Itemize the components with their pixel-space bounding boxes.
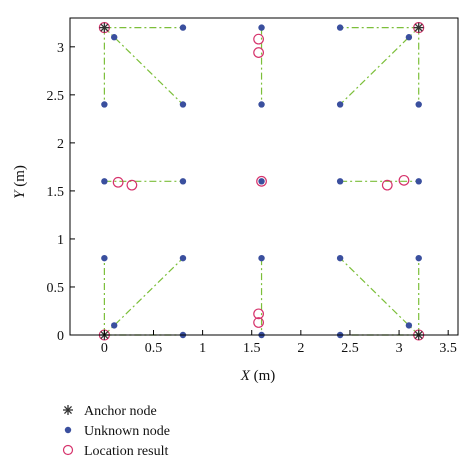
y-tick-label: 2.5 bbox=[47, 89, 65, 104]
legend-dot-icon bbox=[64, 426, 72, 434]
unknown-node bbox=[336, 254, 344, 262]
unknown-node bbox=[336, 24, 344, 31]
unknown-node bbox=[415, 101, 422, 108]
legend-item-result: Location result bbox=[62, 444, 168, 459]
link-line bbox=[339, 27, 420, 105]
location-result bbox=[253, 317, 264, 328]
unknown-node bbox=[415, 178, 422, 185]
unknown-node bbox=[101, 254, 108, 262]
unknown-node bbox=[415, 254, 422, 262]
unknown-node bbox=[111, 34, 118, 41]
y-tick-label: 3 bbox=[57, 41, 64, 56]
legend-asterisk-icon bbox=[63, 405, 73, 415]
asterisk-glyph bbox=[63, 405, 73, 415]
location-result bbox=[253, 308, 264, 320]
plot-frame bbox=[69, 17, 459, 336]
y-tick-label: 1.5 bbox=[47, 185, 65, 200]
link-line bbox=[103, 257, 184, 336]
anchor-node bbox=[99, 22, 110, 33]
legend-label-anchor: Anchor node bbox=[84, 404, 157, 419]
unknown-node bbox=[101, 101, 108, 108]
unknown-node bbox=[405, 322, 413, 329]
unknown-node bbox=[179, 24, 187, 31]
x-tick-label: 0.5 bbox=[145, 341, 163, 356]
location-result bbox=[253, 47, 264, 58]
x-tick-label: 2.5 bbox=[341, 341, 359, 356]
asterisk-stroke bbox=[64, 406, 72, 414]
unknown-node bbox=[405, 34, 413, 41]
unknown-node bbox=[111, 322, 118, 329]
legend-item-anchor: Anchor node bbox=[63, 404, 157, 419]
unknown-node bbox=[258, 24, 265, 31]
link-line bbox=[103, 27, 184, 105]
x-tick-label: 2 bbox=[297, 341, 304, 356]
legend-label-unknown: Unknown node bbox=[84, 424, 170, 439]
x-axis-label: X (m) bbox=[240, 368, 276, 384]
x-tick-label: 1.5 bbox=[243, 341, 261, 356]
unknown-node bbox=[336, 178, 344, 185]
legend: Anchor node Unknown node Location result bbox=[62, 404, 170, 459]
y-tick-label: 2 bbox=[57, 137, 64, 152]
legend-circle-icon bbox=[62, 444, 74, 456]
unknown-node bbox=[258, 101, 265, 108]
y-axis-label: Y (m) bbox=[12, 165, 28, 199]
unknown-node bbox=[179, 101, 187, 108]
location-result bbox=[126, 179, 138, 191]
location-result bbox=[253, 33, 264, 45]
y-tick-label: 0 bbox=[57, 329, 64, 344]
location-result bbox=[256, 175, 267, 187]
data-points bbox=[98, 22, 425, 341]
unknown-node bbox=[101, 178, 108, 185]
x-tick-label: 3.5 bbox=[439, 341, 457, 356]
legend-item-unknown: Unknown node bbox=[64, 424, 170, 439]
location-result bbox=[381, 179, 393, 191]
x-tick-label: 0 bbox=[101, 341, 108, 356]
unknown-node bbox=[258, 254, 265, 262]
location-result bbox=[112, 176, 124, 188]
link-line bbox=[339, 257, 420, 336]
legend-label-result: Location result bbox=[84, 444, 168, 459]
x-tick-label: 3 bbox=[396, 341, 403, 356]
axis-ticks: 0 0.5 1 1.5 2 2.5 3 3.5 0 0.5 1 1.5 2 2.5 3 bbox=[47, 41, 457, 356]
asterisk-stroke bbox=[414, 23, 423, 32]
unknown-node bbox=[179, 254, 187, 262]
unknown-node bbox=[258, 178, 265, 185]
unknown-node bbox=[336, 101, 344, 108]
anchor-node bbox=[413, 22, 424, 33]
y-tick-label: 1 bbox=[57, 233, 64, 248]
unknown-node bbox=[179, 178, 187, 185]
location-result bbox=[398, 174, 410, 186]
y-tick-label: 0.5 bbox=[47, 281, 65, 296]
x-tick-label: 1 bbox=[199, 341, 206, 356]
asterisk-stroke bbox=[100, 23, 109, 32]
